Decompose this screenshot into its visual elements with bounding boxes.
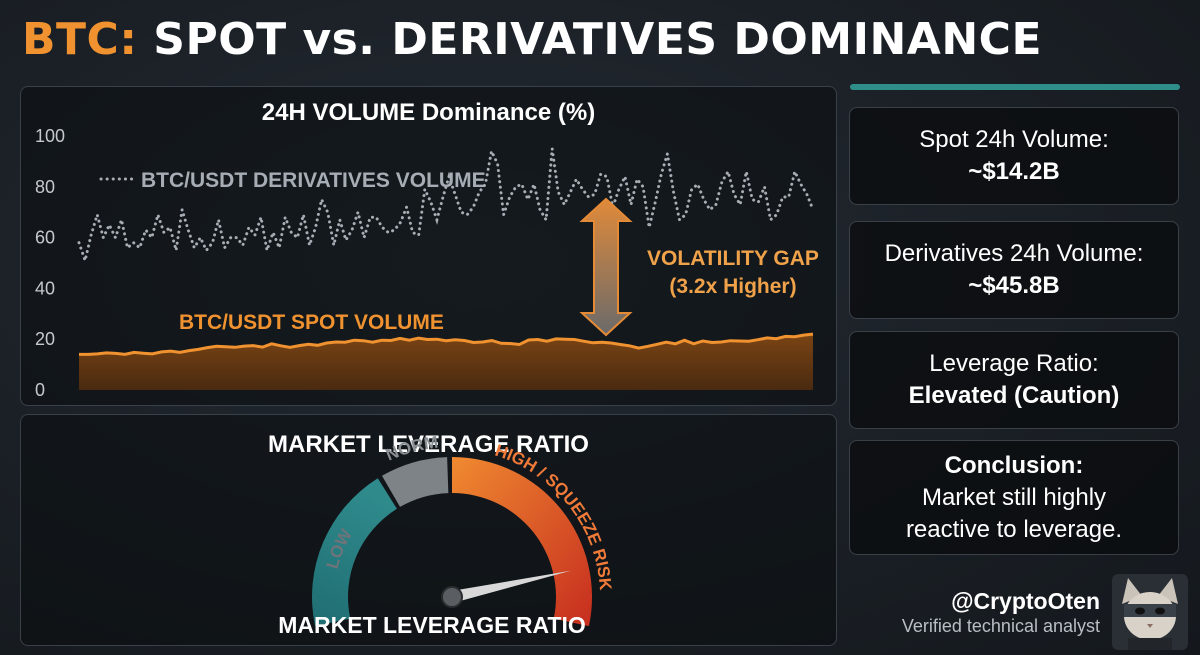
conclusion-line-1: Market still highly <box>921 483 1107 511</box>
derivatives-series-label: BTC/USDT DERIVATIVES VOLUME <box>141 169 486 192</box>
market-leverage-panel: MARKET LEVERAGE RATIO LOW NORM HIGH / SQ… <box>20 414 837 646</box>
author-tagline: Verified technical analyst <box>901 616 1100 636</box>
y-tick-label: 100 <box>35 126 65 146</box>
gauge-hub <box>441 586 463 608</box>
spot-series-label: BTC/USDT SPOT VOLUME <box>179 311 444 334</box>
derivatives-legend: BTC/USDT DERIVATIVES VOLUME <box>99 169 486 192</box>
spot-volume-line <box>79 332 814 356</box>
volatility-gap-label: VOLATILITY GAP <box>647 247 819 270</box>
page-title: BTC: SPOT vs. DERIVATIVES DOMINANCE <box>22 14 1042 65</box>
gauge-segment-low <box>312 478 397 627</box>
derivatives-volume-card: Derivatives 24h Volume: ~$45.8B <box>849 221 1179 319</box>
leverage-ratio-value: Elevated (Caution) <box>908 382 1120 409</box>
gauge-needle <box>450 570 572 603</box>
conclusion-label: Conclusion: <box>944 451 1084 479</box>
leverage-gauge: LOW NORM HIGH / SQUEEZE RISK MARKET LEVE… <box>278 433 615 638</box>
y-tick-label: 80 <box>35 177 55 197</box>
author-handle[interactable]: @CryptoOten <box>951 588 1100 614</box>
volatility-gap-sublabel: (3.2x Higher) <box>669 275 796 298</box>
volatility-gap-arrow <box>579 197 633 337</box>
spot-volume-value: ~$14.2B <box>968 158 1060 185</box>
title-rest: SPOT vs. DERIVATIVES DOMINANCE <box>153 14 1043 65</box>
gauge-caption: MARKET LEVERAGE RATIO <box>278 612 586 638</box>
title-accent: BTC: <box>22 14 138 65</box>
volume-chart-title: 24H VOLUME Dominance (%) <box>261 99 596 126</box>
ninja-cat-avatar-icon[interactable] <box>1112 574 1188 650</box>
y-tick-label: 20 <box>35 329 55 349</box>
spot-volume-label: Spot 24h Volume: <box>919 126 1109 153</box>
derivatives-volume-label: Derivatives 24h Volume: <box>884 240 1144 267</box>
gauge-segment-norm <box>382 457 449 507</box>
leverage-panel-title: MARKET LEVERAGE RATIO <box>268 431 589 458</box>
y-tick-label: 0 <box>35 380 45 400</box>
conclusion-card: Conclusion: Market still highly reactive… <box>849 440 1179 555</box>
spot-volume-card: Spot 24h Volume: ~$14.2B <box>849 107 1179 205</box>
conclusion-line-2: reactive to leverage. <box>905 515 1123 543</box>
volume-dominance-panel: 24H VOLUME Dominance (%) 0 20 40 60 80 100 BT… <box>20 86 837 406</box>
derivatives-volume-line <box>77 146 815 266</box>
volume-chart: 0 20 40 60 80 100 BTC/USDT DERIVATIVES VOLUME… <box>35 126 819 400</box>
y-tick-label: 60 <box>35 228 55 248</box>
accent-divider <box>850 84 1180 90</box>
leverage-ratio-label: Leverage Ratio: <box>929 350 1099 377</box>
derivatives-volume-value: ~$45.8B <box>968 272 1060 299</box>
leverage-ratio-card: Leverage Ratio: Elevated (Caution) <box>849 331 1179 429</box>
gauge-segment-high <box>452 457 593 627</box>
y-tick-label: 40 <box>35 278 55 298</box>
